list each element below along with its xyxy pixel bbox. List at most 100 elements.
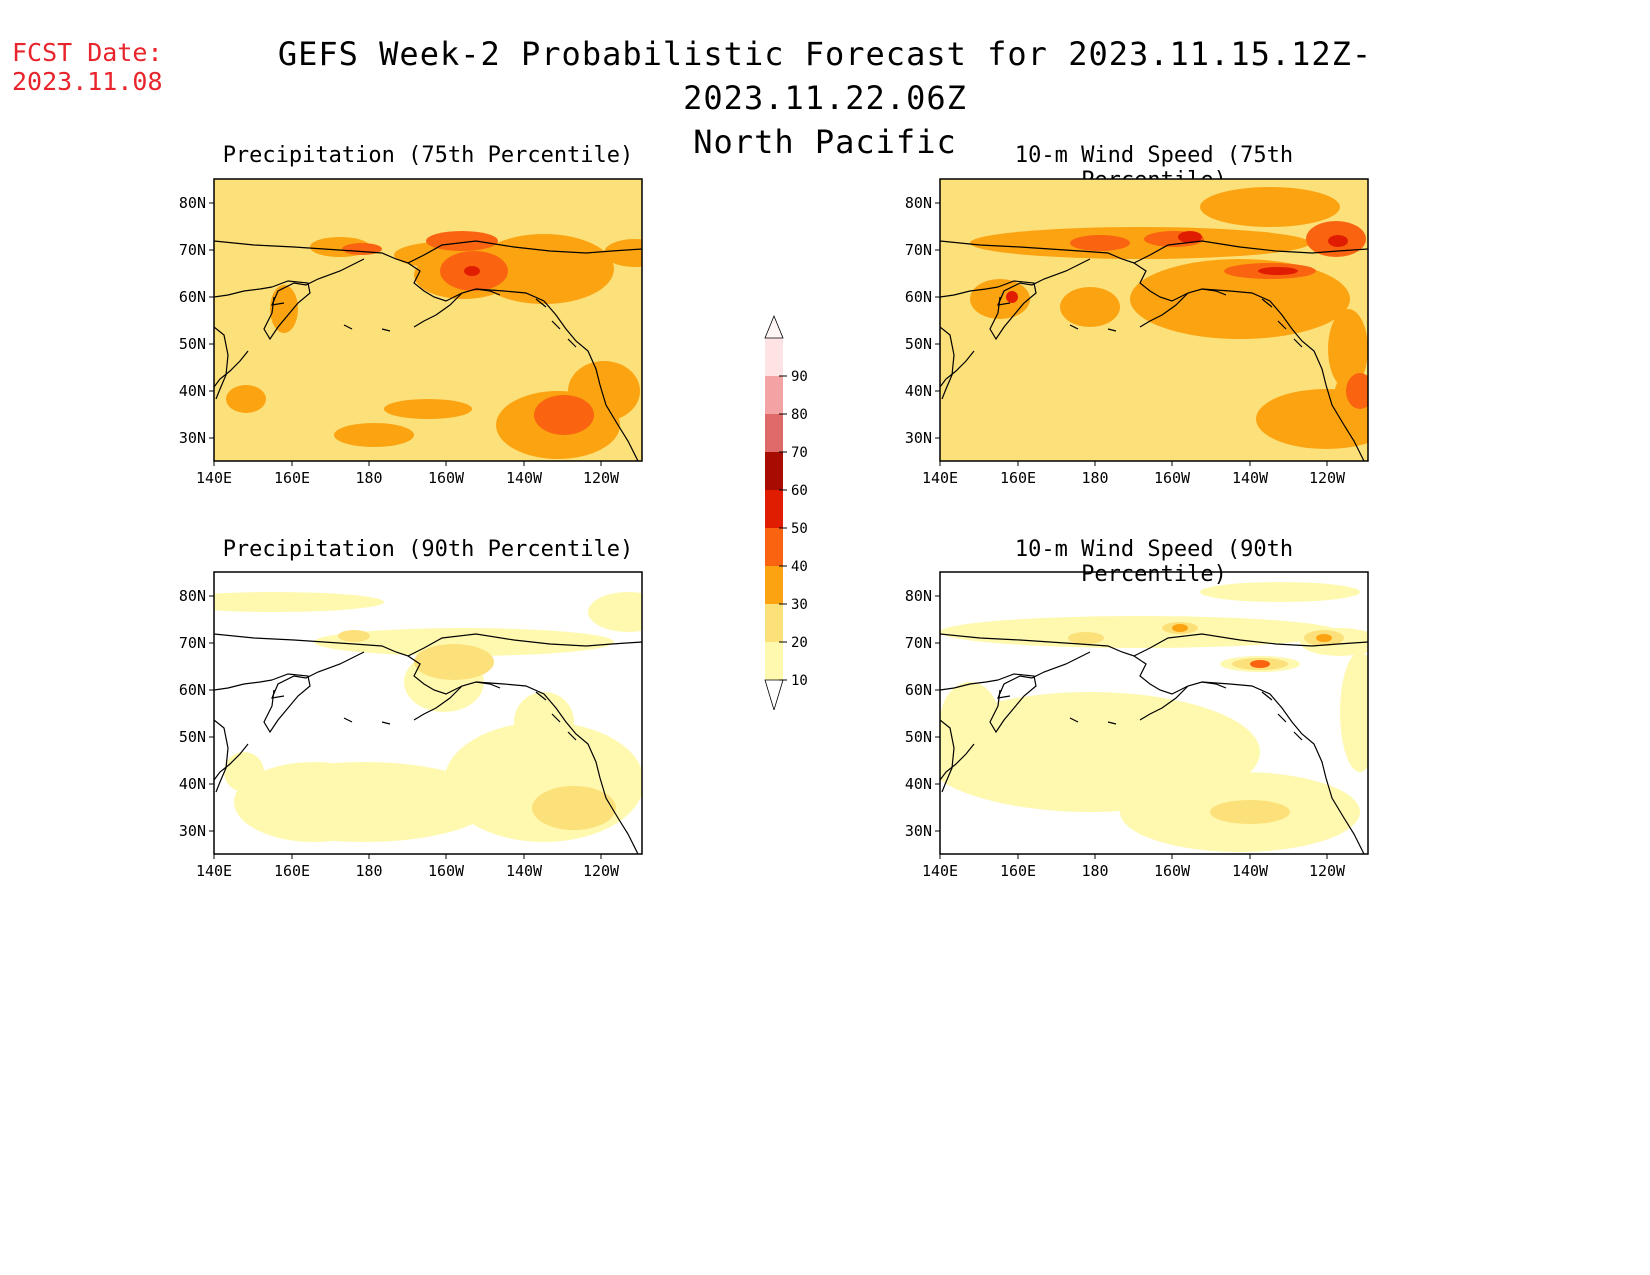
colorbar-box xyxy=(765,338,783,376)
colorbar-bottom-arrow xyxy=(764,679,784,710)
colorbar-label: 20 xyxy=(791,635,808,651)
shaded-region xyxy=(940,369,1080,461)
coastline-islandsA xyxy=(1261,298,1303,348)
colorbar-box xyxy=(765,604,783,642)
coastline-kuril xyxy=(940,350,975,388)
coastline-kuril xyxy=(214,350,249,388)
main-title: GEFS Week-2 Probabilistic Forecast for 2… xyxy=(150,32,1500,164)
lat-label: 50N xyxy=(179,728,206,746)
colorbar-box xyxy=(765,528,783,566)
shaded-region xyxy=(414,644,494,680)
lon-label: 140W xyxy=(1232,469,1269,487)
shaded-region xyxy=(970,227,1310,259)
coastline-kamchatka xyxy=(989,673,1037,734)
shaded-region xyxy=(234,762,394,842)
shading-layer xyxy=(940,582,1368,854)
fcst-date-label: FCST Date: xyxy=(12,38,163,67)
shaded-region xyxy=(588,592,642,632)
shaded-region xyxy=(1006,291,1018,303)
coastline-layer xyxy=(940,240,1368,461)
lon-label: 140E xyxy=(196,862,232,880)
coastline-aleutian1 xyxy=(1069,324,1079,330)
lon-label: 120W xyxy=(1309,862,1346,880)
lon-label: 140W xyxy=(506,469,543,487)
coastline-alaskaPen xyxy=(413,685,463,721)
shaded-region xyxy=(1316,634,1332,642)
shaded-region xyxy=(1340,652,1368,772)
lon-label: 140E xyxy=(196,469,232,487)
shaded-region xyxy=(940,682,1000,762)
coastline-coastSE xyxy=(1201,681,1365,854)
map-frame xyxy=(939,571,1369,855)
coastline-kamchatka xyxy=(263,280,311,341)
lat-label: 50N xyxy=(905,335,932,353)
lat-label: 40N xyxy=(905,775,932,793)
coastline-islandsA xyxy=(535,691,577,741)
lat-label: 40N xyxy=(905,382,932,400)
shaded-region xyxy=(1250,660,1270,668)
lon-label: 120W xyxy=(583,862,620,880)
lat-label: 30N xyxy=(905,822,932,840)
shaded-region xyxy=(464,266,480,276)
shaded-region xyxy=(1070,235,1130,251)
shaded-region xyxy=(1200,187,1340,227)
main-title-line1: GEFS Week-2 Probabilistic Forecast for 2… xyxy=(277,35,1373,117)
coastline-kuril xyxy=(940,743,975,781)
coastline-kuril xyxy=(214,743,249,781)
map-wind-90: 80N 70N 60N 50N 40N 30N 140E 160E 180 160W 140W 120… xyxy=(905,571,1369,880)
lon-label: 140W xyxy=(506,862,543,880)
lat-label: 60N xyxy=(179,681,206,699)
colorbar: 10 20 30 40 50 60 70 80 90 xyxy=(764,314,808,710)
colorbar-label: 80 xyxy=(791,407,808,423)
coastline-japan xyxy=(940,326,955,400)
shading-layer xyxy=(214,179,642,461)
coastline-aleutian2 xyxy=(381,721,391,725)
shaded-region xyxy=(1346,373,1368,409)
coastline-layer xyxy=(940,633,1368,854)
lat-label: 60N xyxy=(905,288,932,306)
lat-label: 70N xyxy=(905,241,932,259)
lon-label: 180 xyxy=(355,862,382,880)
coastline-alaskaPen xyxy=(413,292,463,328)
coastline-kamchatka xyxy=(263,673,311,734)
coastline-alaskaNorth xyxy=(214,633,642,657)
coastline-siberia xyxy=(214,286,273,298)
shaded-region xyxy=(270,285,298,333)
colorbar-top-arrow xyxy=(764,314,784,339)
lat-label: 70N xyxy=(179,241,206,259)
shaded-region xyxy=(342,243,382,255)
colorbar-box xyxy=(765,642,783,680)
coastline-aleutian1 xyxy=(343,324,353,330)
lon-label: 180 xyxy=(355,469,382,487)
shaded-region xyxy=(426,231,498,251)
shaded-region xyxy=(384,399,472,419)
panel-title-wind-90: 10-m Wind Speed (90th Percentile) xyxy=(1014,537,1294,587)
main-title-line2: North Pacific xyxy=(693,123,957,161)
shaded-region xyxy=(940,616,1340,648)
lat-label: 60N xyxy=(905,681,932,699)
shaded-region xyxy=(334,423,414,447)
colorbar-label: 70 xyxy=(791,445,808,461)
shaded-region xyxy=(604,239,642,267)
colorbar-label: 90 xyxy=(791,369,808,385)
coastline-layer xyxy=(214,633,642,854)
coastline-aleutian2 xyxy=(381,328,391,332)
coastline-alaskaPen xyxy=(1139,685,1189,721)
shaded-region xyxy=(1130,259,1350,339)
lon-label: 160E xyxy=(1000,862,1036,880)
shaded-region xyxy=(514,692,574,752)
coastline-alaskaNorth xyxy=(940,240,1368,264)
coastline-alaskaNorth xyxy=(214,240,642,264)
lat-label: 30N xyxy=(905,429,932,447)
coastline-siberia xyxy=(940,286,999,298)
colorbar-label: 40 xyxy=(791,559,808,575)
coastline-aleutian1 xyxy=(1069,717,1079,723)
coastline-alaskaWest xyxy=(1133,655,1227,695)
lon-label: 160W xyxy=(428,862,465,880)
shaded-region xyxy=(1328,309,1368,389)
lon-label: 160E xyxy=(1000,469,1036,487)
lon-label: 120W xyxy=(583,469,620,487)
colorbar-label: 10 xyxy=(791,673,808,689)
coastline-coastSE xyxy=(475,288,639,461)
lat-label: 60N xyxy=(179,288,206,306)
